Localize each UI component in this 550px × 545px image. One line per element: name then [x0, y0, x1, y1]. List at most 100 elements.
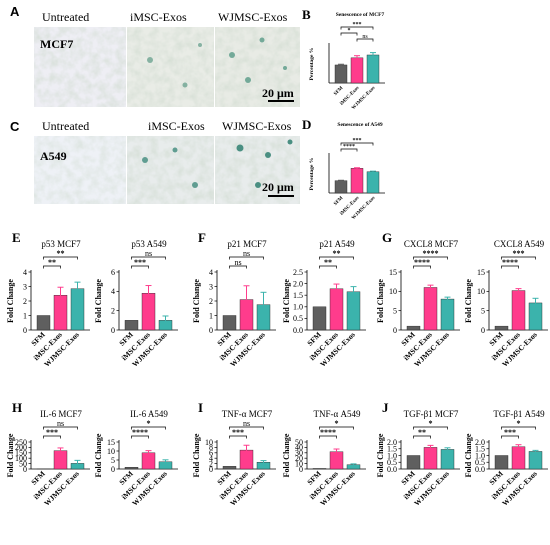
y-tick-label: 40	[295, 443, 303, 452]
significance-bracket	[356, 38, 374, 42]
bar-wjmsc-exos	[528, 451, 543, 470]
significance-bracket	[413, 265, 431, 269]
significance-label: *	[147, 419, 151, 428]
y-tick-label: 0.0	[293, 326, 303, 335]
significance-label: ns	[234, 258, 241, 267]
bar-sfm	[312, 306, 327, 331]
y-tick-label: 5	[481, 306, 485, 315]
significance-label: ****	[343, 144, 355, 150]
significance-label: ***	[353, 138, 362, 144]
y-tick-label: 0	[209, 465, 213, 474]
y-tick-label: 0.0	[387, 465, 397, 474]
y-axis-label: Fold Change	[192, 279, 201, 323]
y-tick-label: 0	[111, 465, 115, 474]
y-tick-label: 5	[111, 456, 115, 465]
y-tick-label: 1.0	[293, 303, 303, 312]
y-tick-label: 2.0	[387, 438, 397, 447]
y-tick-label: 15	[107, 438, 115, 447]
panel-letter-a: A	[10, 4, 20, 19]
y-tick-label: 1.0	[387, 451, 397, 460]
micrograph-a549-imsc	[127, 136, 214, 204]
significance-bracket	[501, 265, 519, 269]
bar-imsc-exos	[423, 447, 438, 470]
chart-title: p21 A549	[319, 239, 355, 249]
significance-bracket	[340, 32, 358, 36]
header-label-wjmsc-c: WJMSC-Exos	[222, 119, 292, 133]
panel-letter-b: B	[302, 7, 311, 22]
bar-sfm	[36, 315, 51, 331]
category-label: SFM	[333, 196, 344, 207]
significance-bracket	[319, 426, 354, 430]
y-tick-label: 150	[15, 449, 27, 458]
significance-label: **	[57, 249, 65, 258]
y-axis-label: Fold Change	[94, 279, 103, 323]
chart-title: p53 A549	[131, 239, 167, 249]
bar-wjmsc-exos	[440, 298, 455, 331]
bar-imsc-exos	[329, 288, 344, 331]
bar-sfm	[312, 468, 327, 470]
significance-bracket	[43, 426, 78, 430]
significance-bracket	[43, 435, 61, 439]
significance-label: ns	[243, 419, 250, 428]
y-axis-label: Fold Change	[282, 433, 291, 477]
category-label: SFM	[333, 86, 344, 97]
y-tick-label: 0.0	[475, 465, 485, 474]
y-tick-label: 2	[209, 459, 213, 468]
bar-sfm	[334, 64, 348, 84]
y-tick-label: 2	[209, 297, 213, 306]
significance-bracket	[131, 426, 166, 430]
bar-imsc-exos	[511, 290, 526, 331]
panel-letter-d: D	[302, 117, 311, 132]
y-tick-label: 10	[205, 438, 213, 447]
bar-imsc-exos	[511, 446, 526, 470]
y-tick-label: 1	[209, 311, 213, 320]
significance-label: ****	[502, 258, 518, 267]
bar-wjmsc-exos	[346, 291, 361, 331]
y-tick-label: 15	[389, 268, 397, 277]
significance-bracket	[340, 148, 358, 152]
bar-sfm	[494, 455, 509, 470]
bar-sfm	[334, 180, 348, 194]
bar-sfm	[406, 325, 421, 331]
significance-label: ***	[353, 22, 362, 28]
bar-sfm	[222, 466, 237, 470]
y-tick-label: 0	[23, 465, 27, 474]
significance-label: ****	[414, 258, 430, 267]
y-tick-label: 8	[209, 443, 213, 452]
y-axis-label: Fold Change	[464, 433, 473, 477]
chart-title: Senescence of MCF7	[336, 12, 385, 18]
significance-label: ****	[132, 428, 148, 437]
significance-label: ns	[57, 419, 64, 428]
significance-bracket	[43, 265, 61, 269]
scale-bar-label-a549: 20 μm	[262, 180, 294, 194]
bar-wjmsc-exos	[440, 449, 455, 470]
significance-label: ***	[513, 249, 525, 258]
y-axis-label: Fold Change	[376, 433, 385, 477]
y-tick-label: 0	[299, 465, 303, 474]
y-tick-label: 4	[209, 454, 213, 463]
chart-title: p21 MCF7	[227, 239, 267, 249]
y-tick-label: 15	[477, 268, 485, 277]
y-tick-label: 0	[393, 326, 397, 335]
bar-imsc-exos	[423, 287, 438, 331]
y-axis-label: Fold Change	[282, 279, 291, 323]
significance-label: ns	[243, 249, 250, 258]
chart-title: IL-6 A549	[130, 409, 168, 419]
bar-sfm	[124, 320, 139, 331]
significance-bracket	[413, 256, 448, 260]
y-tick-label: 6	[111, 268, 115, 277]
y-axis-label: Percentage %	[309, 158, 315, 191]
significance-label: **	[48, 258, 56, 267]
significance-bracket	[131, 265, 149, 269]
micrograph-mcf7-wjmsc	[215, 27, 300, 107]
chart-title: TNF-α A549	[314, 409, 361, 419]
panel-letter-f1: F	[198, 230, 206, 245]
